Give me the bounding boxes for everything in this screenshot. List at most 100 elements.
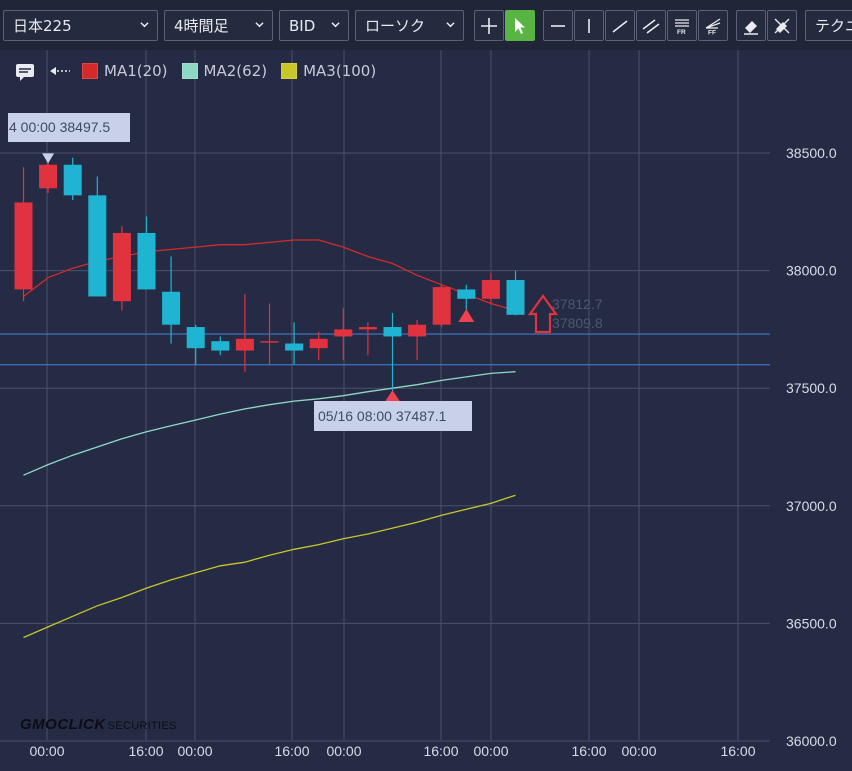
delete-all-drawings-icon	[774, 18, 790, 33]
svg-text:FR: FR	[677, 29, 686, 36]
high-label-box	[8, 113, 130, 142]
gmoclick-logo: GMOCLICK SECURITIES	[20, 716, 177, 736]
horizontal-line-button[interactable]	[543, 10, 573, 41]
candle-up[interactable]	[309, 331, 328, 360]
candle-down[interactable]	[162, 256, 181, 344]
legend-label-ma1: MA1(20)	[104, 62, 168, 80]
pointer-icon	[515, 17, 525, 34]
vertical-line-icon	[588, 18, 590, 33]
side-price-1: 37812.7	[552, 296, 603, 312]
candle-body	[39, 164, 58, 189]
candlestick-chart[interactable]: 4 00:00 38497.5 05/16 08:00 37487.1 37812.…	[0, 50, 852, 771]
delete-all-drawings-button[interactable]	[767, 10, 797, 41]
candle-body	[14, 202, 33, 290]
trend-line-button[interactable]	[605, 10, 635, 41]
candle-body	[285, 343, 304, 351]
candle-up[interactable]	[334, 308, 353, 360]
side-price-2: 37809.8	[552, 315, 603, 331]
chart-toolbar: 日本225 4時間足 BID ローソク FR FF テクニ	[0, 0, 852, 50]
candle-body	[481, 280, 500, 299]
arrow-up-icon[interactable]	[527, 294, 559, 334]
pointer-button[interactable]	[505, 10, 535, 41]
candle-up[interactable]	[481, 272, 500, 304]
candle-up[interactable]	[260, 303, 279, 365]
price-type-value: BID	[289, 16, 316, 35]
candle-body	[137, 232, 156, 290]
parallel-channel-button[interactable]	[636, 10, 666, 41]
fibonacci-fan-button[interactable]: FF	[698, 10, 728, 41]
candle-down[interactable]	[88, 176, 107, 297]
legend-label-ma3: MA3(100)	[303, 62, 377, 80]
x-tick-label: 16:00	[128, 743, 163, 759]
candle-down[interactable]	[137, 216, 156, 290]
candle-body	[457, 289, 476, 299]
candle-down[interactable]	[506, 270, 525, 316]
low-price-label: 05/16 08:00 37487.1	[314, 401, 472, 431]
candle-down[interactable]	[186, 324, 205, 365]
chevron-down-icon	[331, 22, 340, 28]
chart-area[interactable]: 4 00:00 38497.5 05/16 08:00 37487.1 37812.…	[0, 50, 852, 771]
candle-up[interactable]	[432, 284, 451, 328]
svg-text:FF: FF	[708, 29, 716, 36]
chart-style-select[interactable]: ローソク	[355, 10, 464, 41]
low-label-box	[314, 401, 472, 431]
candle-body	[358, 327, 377, 330]
high-marker-icon	[42, 153, 55, 164]
candle-up[interactable]	[14, 167, 33, 302]
horizontal-line-icon	[551, 24, 565, 27]
candle-body	[211, 341, 230, 351]
logo-brand: GMOCLICK	[20, 716, 106, 733]
candle-body	[309, 338, 328, 349]
legend-item-ma1[interactable]: MA1(20)	[82, 62, 168, 80]
candle-down[interactable]	[383, 312, 402, 392]
x-tick-label: 00:00	[473, 743, 508, 759]
candle-up[interactable]	[358, 322, 377, 356]
candle-body	[408, 324, 427, 337]
legend-label-ma2: MA2(62)	[203, 62, 268, 80]
x-tick-label: 00:00	[177, 743, 212, 759]
technical-indicators-label: テクニ	[815, 17, 852, 35]
candle-down[interactable]	[211, 336, 230, 356]
x-tick-label: 00:00	[326, 743, 361, 759]
technical-indicators-button[interactable]: テクニ	[805, 10, 852, 41]
indicator-legend: MA1(20) MA2(62) MA3(100)	[14, 60, 390, 82]
ma3-swatch	[281, 63, 298, 79]
vertical-line-button[interactable]	[574, 10, 604, 41]
candle-up[interactable]	[235, 294, 254, 372]
ma3-line	[23, 494, 516, 639]
symbol-value: 日本225	[13, 17, 72, 35]
fibonacci-retracement-button[interactable]: FR	[667, 10, 697, 41]
chevron-down-icon	[140, 22, 149, 28]
price-type-select[interactable]: BID	[279, 10, 349, 41]
legend-item-ma3[interactable]: MA3(100)	[281, 62, 376, 80]
collapse-legend-icon[interactable]	[48, 61, 72, 81]
y-tick-label: 37000.0	[786, 498, 837, 514]
candle-up[interactable]	[112, 225, 131, 311]
eraser-button[interactable]	[736, 10, 766, 41]
candle-down[interactable]	[285, 322, 304, 365]
fibonacci-retracement-icon: FR	[675, 18, 689, 36]
comment-icon[interactable]	[14, 61, 38, 81]
high-price-label: 4 00:00 38497.5	[8, 113, 130, 142]
y-tick-label: 36500.0	[786, 615, 837, 631]
timeframe-select[interactable]: 4時間足	[164, 10, 273, 41]
x-tick-label: 16:00	[720, 743, 755, 759]
eraser-icon	[744, 20, 758, 35]
x-tick-label: 16:00	[423, 743, 458, 759]
trend-line-icon	[612, 19, 628, 33]
y-tick-label: 38000.0	[786, 263, 837, 279]
legend-item-ma2[interactable]: MA2(62)	[181, 62, 268, 80]
chevron-down-icon	[255, 22, 264, 28]
low-marker-icon	[384, 390, 401, 403]
candle-body	[112, 232, 131, 302]
candle-body	[334, 329, 353, 337]
candle-down[interactable]	[457, 284, 476, 313]
symbol-select[interactable]: 日本225	[3, 10, 158, 41]
candle-down[interactable]	[63, 157, 82, 201]
candle-body	[235, 338, 254, 351]
crosshair-button[interactable]	[474, 10, 504, 41]
fibonacci-fan-icon: FF	[705, 17, 721, 36]
parallel-channel-icon	[642, 18, 660, 34]
candle-body	[260, 341, 279, 343]
candle-up[interactable]	[408, 319, 427, 360]
